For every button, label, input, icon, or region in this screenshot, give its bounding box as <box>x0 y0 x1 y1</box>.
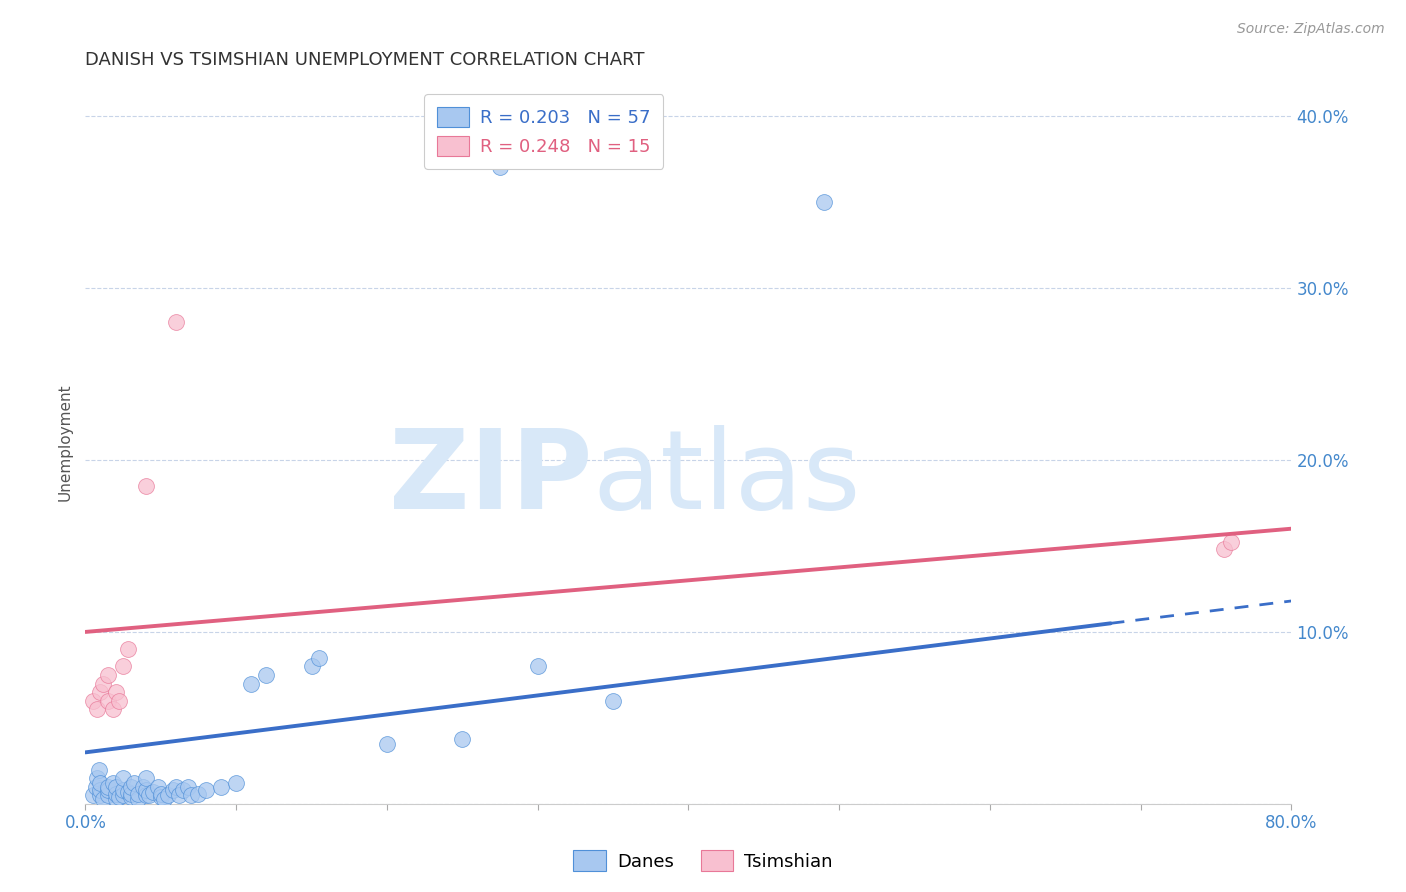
Point <box>135 771 157 785</box>
Point <box>225 776 247 790</box>
Point <box>157 789 180 803</box>
Point <box>301 659 323 673</box>
Point <box>1212 542 1234 557</box>
Point <box>84 780 107 794</box>
Point <box>104 685 127 699</box>
Point <box>165 315 187 329</box>
Point <box>82 789 104 803</box>
Point <box>1220 535 1243 549</box>
Point <box>117 785 139 799</box>
Point <box>813 194 835 209</box>
Point <box>112 659 135 673</box>
Text: DANISH VS TSIMSHIAN UNEMPLOYMENT CORRELATION CHART: DANISH VS TSIMSHIAN UNEMPLOYMENT CORRELA… <box>86 51 645 69</box>
Point <box>107 790 129 805</box>
Point <box>177 780 200 794</box>
Text: Source: ZipAtlas.com: Source: ZipAtlas.com <box>1237 22 1385 37</box>
Point <box>120 780 142 794</box>
Point <box>112 783 135 797</box>
Point <box>97 668 120 682</box>
Point <box>93 676 115 690</box>
Point <box>104 780 127 794</box>
Point <box>165 780 187 794</box>
Point <box>97 789 120 803</box>
Point <box>146 780 169 794</box>
Point <box>172 783 194 797</box>
Point <box>97 694 120 708</box>
Point <box>97 783 120 797</box>
Legend: Danes, Tsimshian: Danes, Tsimshian <box>567 843 839 879</box>
Point <box>127 792 149 806</box>
Point <box>240 676 263 690</box>
Point <box>167 789 190 803</box>
Point <box>112 771 135 785</box>
Point <box>602 694 624 708</box>
Point <box>180 789 202 803</box>
Text: atlas: atlas <box>592 425 860 533</box>
Point <box>131 780 153 794</box>
Point <box>120 790 142 805</box>
Point <box>135 478 157 492</box>
Point <box>375 737 398 751</box>
Point <box>97 780 120 794</box>
Point <box>162 783 184 797</box>
Point <box>120 787 142 801</box>
Point <box>122 776 145 790</box>
Point <box>195 783 218 797</box>
Point <box>138 789 160 803</box>
Point <box>526 659 548 673</box>
Point <box>107 694 129 708</box>
Point <box>101 702 124 716</box>
Point <box>117 642 139 657</box>
Point <box>89 789 111 803</box>
Point <box>89 776 111 790</box>
Point <box>135 789 157 803</box>
Point <box>86 702 108 716</box>
Point <box>489 161 512 175</box>
Text: ZIP: ZIP <box>388 425 592 533</box>
Point <box>86 771 108 785</box>
Point <box>209 780 232 794</box>
Point <box>101 776 124 790</box>
Point <box>127 787 149 801</box>
Point <box>152 792 174 806</box>
Point <box>142 785 165 799</box>
Point <box>135 783 157 797</box>
Y-axis label: Unemployment: Unemployment <box>58 384 72 501</box>
Point <box>104 792 127 806</box>
Point <box>87 763 110 777</box>
Point <box>104 787 127 801</box>
Point <box>89 685 111 699</box>
Point <box>149 790 172 805</box>
Point <box>451 731 474 746</box>
Legend: R = 0.203   N = 57, R = 0.248   N = 15: R = 0.203 N = 57, R = 0.248 N = 15 <box>425 94 664 169</box>
Point <box>82 694 104 708</box>
Point <box>93 792 115 806</box>
Point <box>254 668 277 682</box>
Point <box>149 787 172 801</box>
Point <box>308 650 330 665</box>
Point <box>187 787 209 801</box>
Point <box>112 789 135 803</box>
Point <box>89 783 111 797</box>
